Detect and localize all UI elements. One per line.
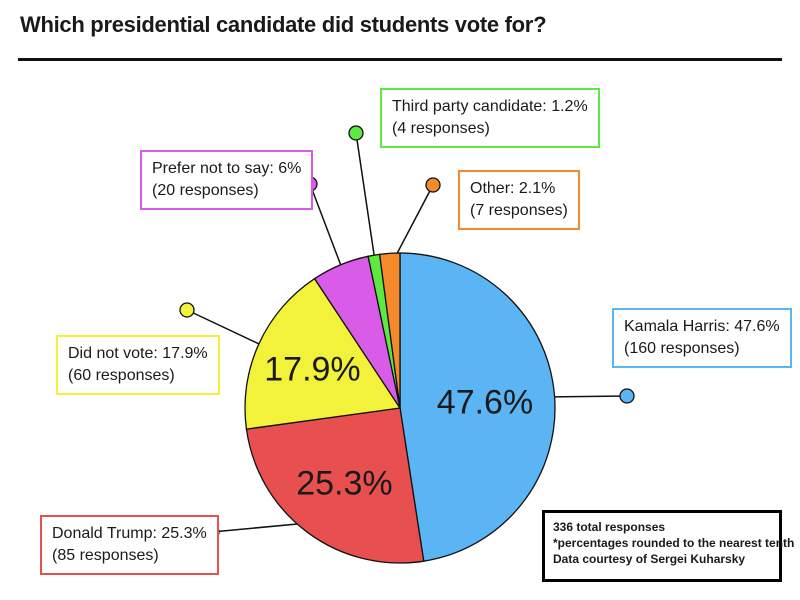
callout-third-label: Third party candidate: 1.2% bbox=[392, 98, 588, 115]
footnote-box: 336 total responses *percentages rounded… bbox=[542, 510, 795, 582]
leader-dot-harris bbox=[619, 388, 635, 404]
callout-other-responses: (7 responses) bbox=[470, 202, 568, 219]
callout-third-responses: (4 responses) bbox=[392, 120, 490, 137]
slice-label-novote: 17.9% bbox=[264, 350, 360, 388]
callout-novote: Did not vote: 17.9% (60 responses) bbox=[56, 335, 220, 395]
callout-trump: Donald Trump: 25.3% (85 responses) bbox=[40, 515, 219, 575]
leader-dot-novote bbox=[179, 302, 195, 318]
leader-line-prefer bbox=[309, 183, 346, 277]
footnote-rounding: *percentages rounded to the nearest tent… bbox=[553, 536, 795, 550]
leader-line-third bbox=[355, 132, 377, 268]
callout-third: Third party candidate: 1.2% (4 responses… bbox=[380, 88, 600, 148]
leader-line-other bbox=[389, 184, 434, 267]
callout-prefer: Prefer not to say: 6% (20 responses) bbox=[140, 150, 314, 210]
pie-slice-other bbox=[378, 252, 401, 409]
callout-novote-responses: (60 responses) bbox=[68, 367, 175, 384]
callout-trump-responses: (85 responses) bbox=[52, 547, 159, 564]
callout-prefer-label: Prefer not to say: 6% bbox=[152, 160, 302, 177]
footnote-source: Data courtesy of Sergei Kuharsky bbox=[553, 552, 746, 566]
slice-label-trump: 25.3% bbox=[296, 465, 392, 503]
pie-slice-trump bbox=[245, 407, 425, 564]
pie-slice-novote bbox=[244, 277, 402, 430]
callout-harris: Kamala Harris: 47.6% (160 responses) bbox=[612, 308, 792, 368]
chart-title: Which presidential candidate did student… bbox=[20, 12, 547, 37]
pie-slice-harris bbox=[399, 252, 556, 562]
leader-dot-third bbox=[348, 125, 364, 141]
callout-harris-responses: (160 responses) bbox=[624, 340, 740, 357]
callout-trump-label: Donald Trump: 25.3% bbox=[52, 525, 207, 542]
callout-harris-label: Kamala Harris: 47.6% bbox=[624, 318, 780, 335]
leader-line-novote bbox=[186, 309, 271, 350]
slice-label-harris: 47.6% bbox=[437, 383, 533, 421]
leader-dot-other bbox=[425, 177, 441, 193]
callout-other-label: Other: 2.1% bbox=[470, 180, 556, 197]
title-rule bbox=[18, 58, 782, 61]
callout-other: Other: 2.1% (7 responses) bbox=[458, 170, 580, 230]
footnote-total: 336 total responses bbox=[553, 520, 666, 534]
callout-novote-label: Did not vote: 17.9% bbox=[68, 345, 208, 362]
leader-line-harris bbox=[542, 395, 628, 398]
callout-prefer-responses: (20 responses) bbox=[152, 182, 259, 199]
